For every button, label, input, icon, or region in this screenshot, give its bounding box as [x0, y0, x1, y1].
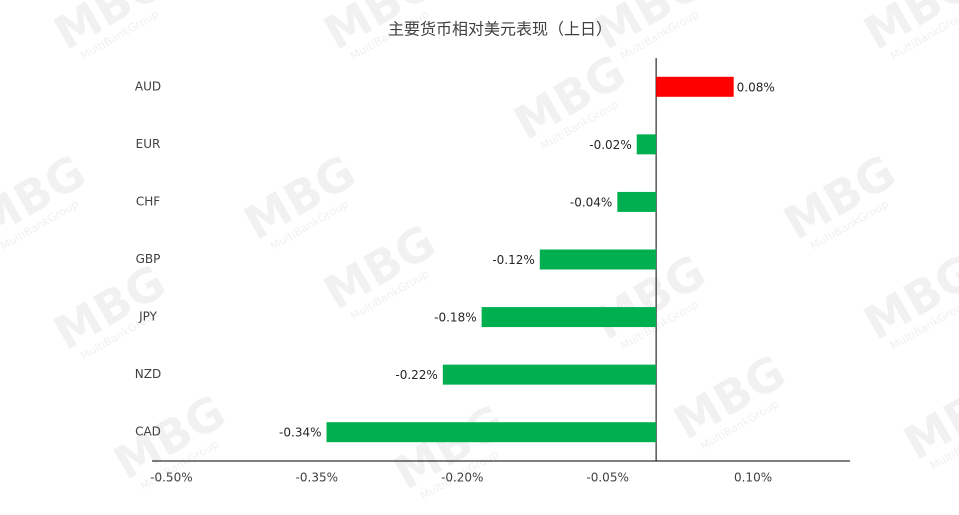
- y-tick-label: GBP: [136, 252, 161, 266]
- value-label: -0.04%: [570, 195, 612, 209]
- y-tick-label: EUR: [136, 137, 161, 151]
- bar: [617, 191, 657, 212]
- value-label: -0.18%: [434, 311, 476, 325]
- value-label: -0.22%: [395, 368, 437, 382]
- bar: [442, 364, 657, 385]
- value-label: -0.34%: [279, 426, 321, 440]
- y-tick-label: JPY: [138, 310, 158, 324]
- bar: [326, 422, 657, 443]
- x-tick-label: -0.20%: [441, 471, 483, 485]
- chart-title: 主要货币相对美元表现（上日）: [388, 20, 612, 39]
- y-tick-label: AUD: [135, 79, 161, 93]
- x-tick-label: -0.05%: [586, 471, 628, 485]
- bar: [636, 134, 657, 155]
- value-label: -0.02%: [589, 138, 631, 152]
- x-tick-label: -0.35%: [296, 471, 338, 485]
- x-tick-label: -0.50%: [150, 471, 192, 485]
- value-label: 0.08%: [737, 80, 775, 94]
- bar: [481, 307, 657, 328]
- bar: [656, 76, 734, 97]
- bar: [539, 249, 657, 270]
- y-tick-label: CHF: [136, 194, 160, 208]
- y-tick-label: NZD: [135, 367, 161, 381]
- x-tick-label: 0.10%: [734, 471, 772, 485]
- y-tick-label: CAD: [135, 425, 161, 439]
- value-label: -0.12%: [492, 253, 534, 267]
